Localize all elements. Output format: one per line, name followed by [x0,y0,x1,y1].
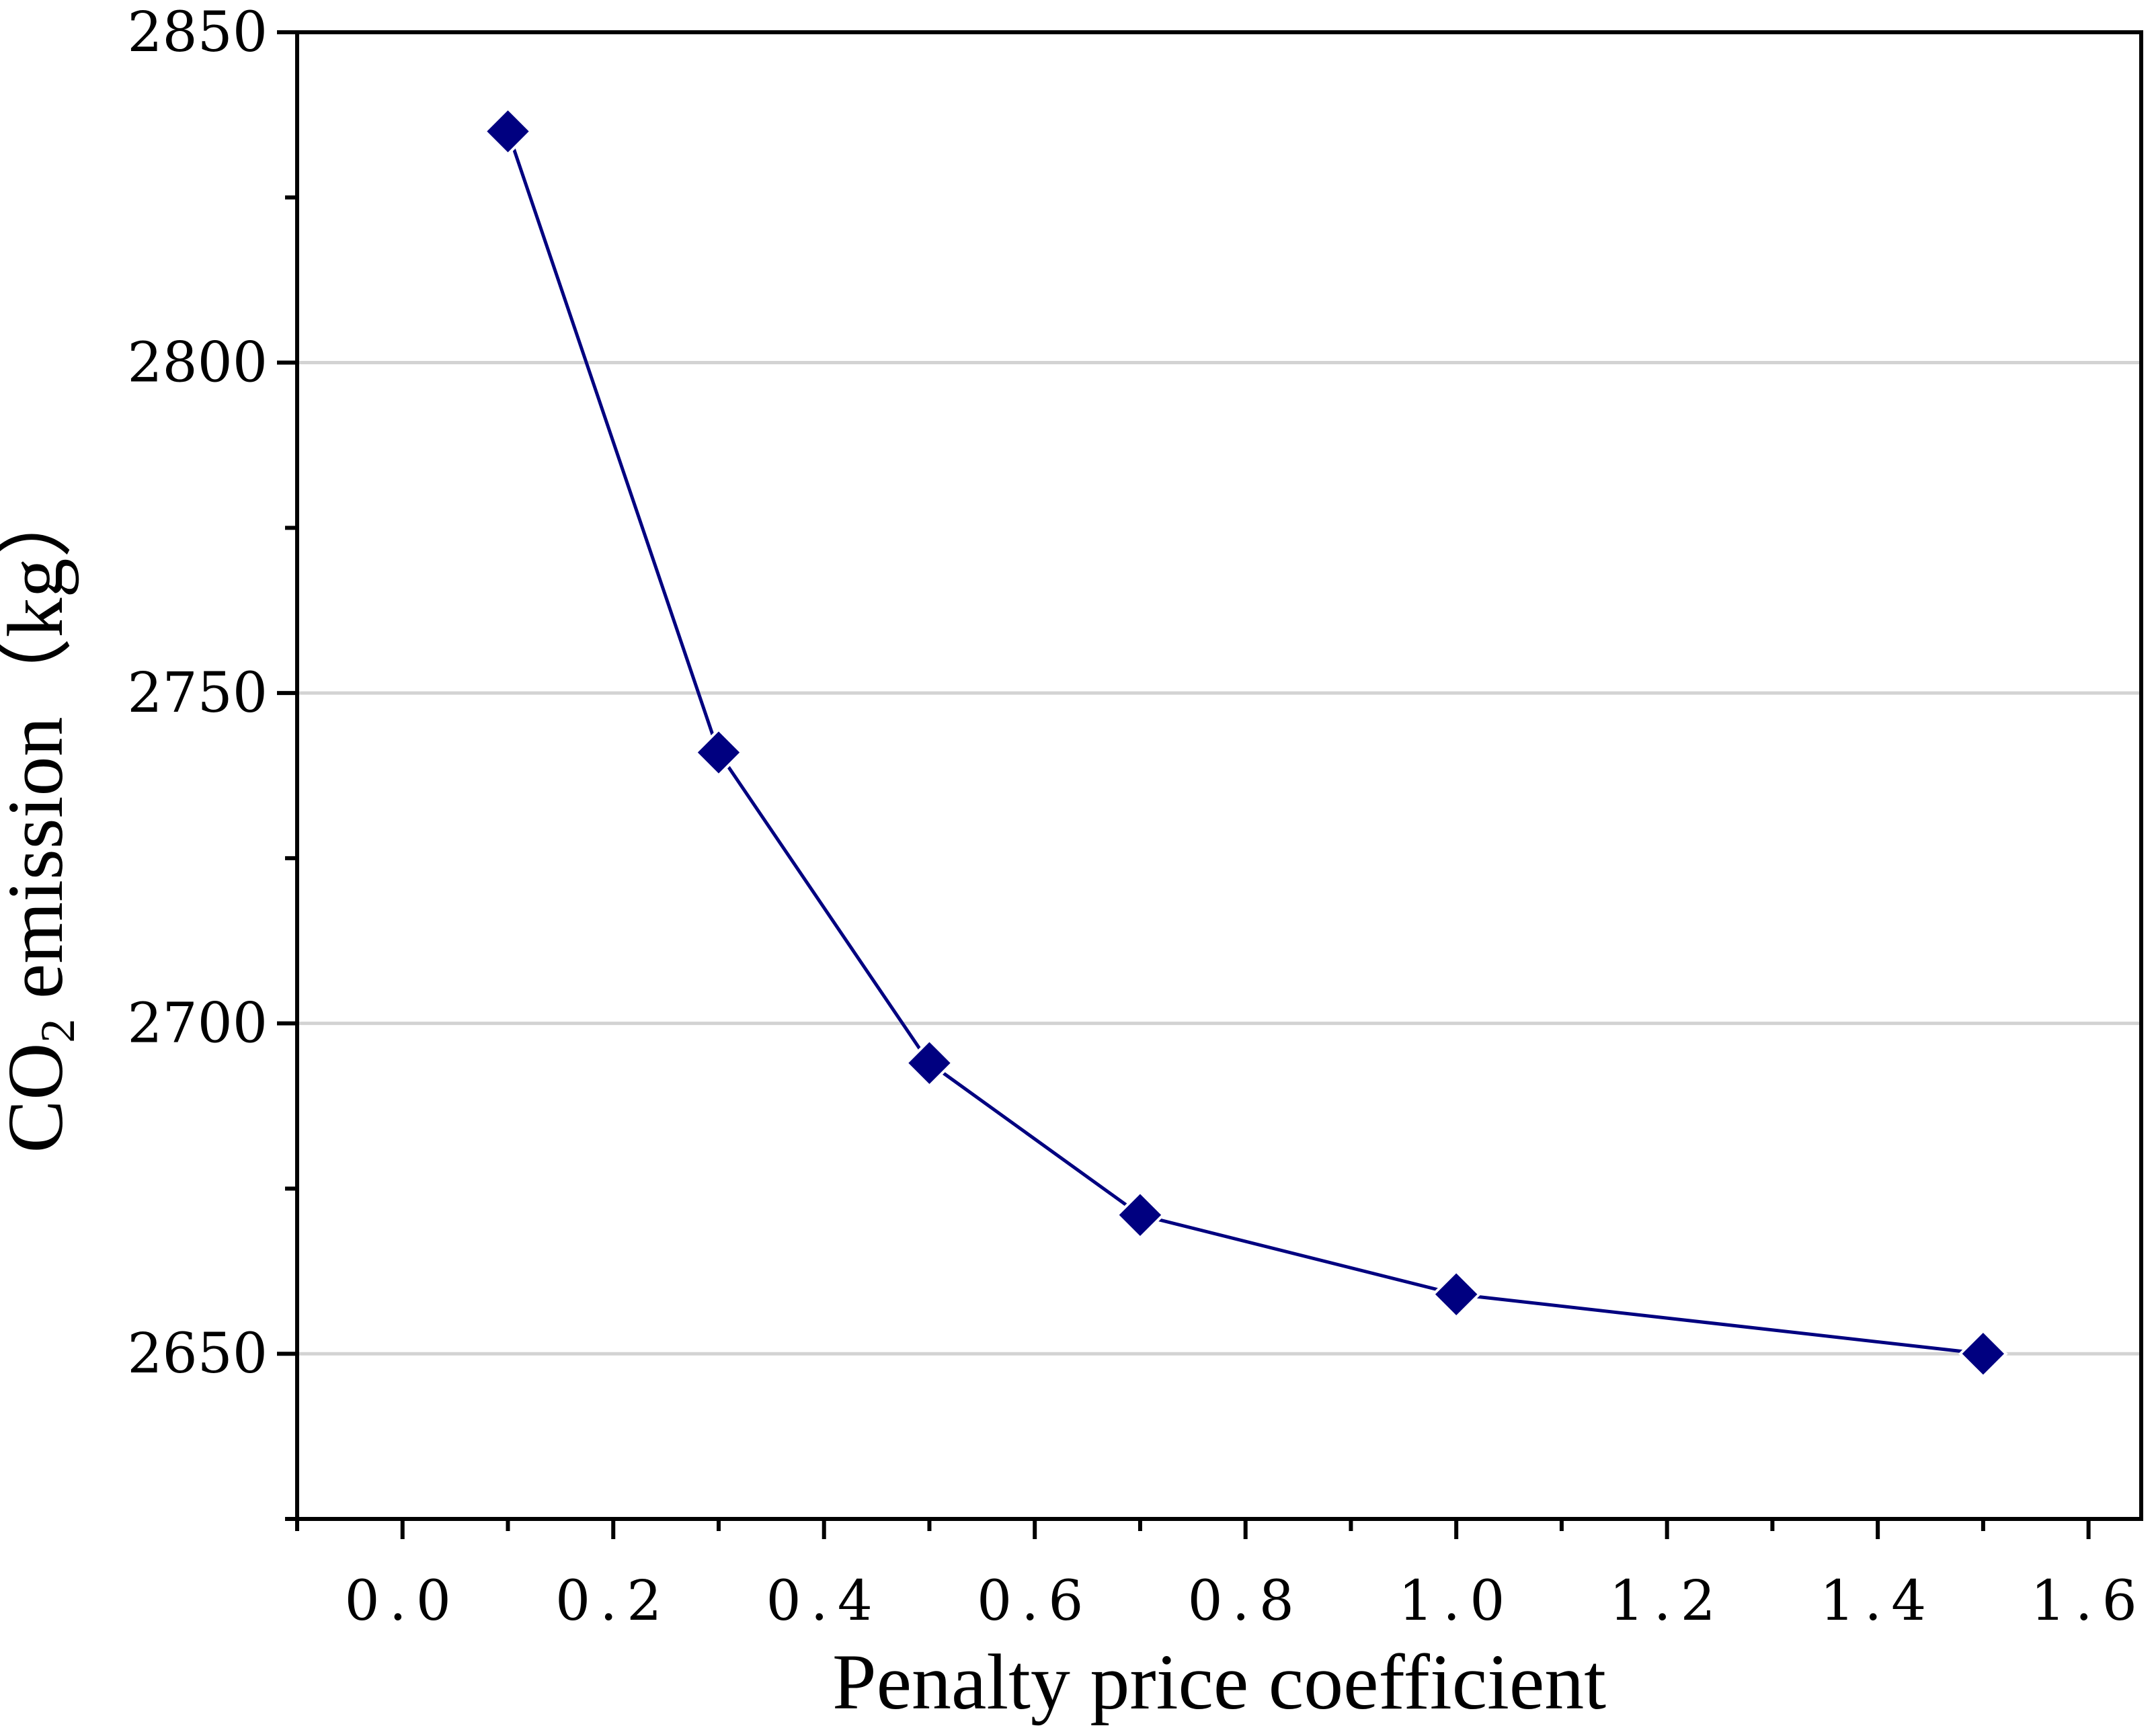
y-axis-title-suffix: emission（kg） [0,479,79,1019]
data-point-marker [483,106,533,157]
y-tick-label: 2750 [127,661,268,725]
tick-labels: 2650 2700 2750 2800 2850 0.0 0.2 0.4 0.6 0.8 1.0 1.… [127,1,2146,1633]
x-tick-label: 1.0 [1398,1569,1514,1633]
y-tick-label: 2650 [127,1322,268,1386]
data-point-marker [1115,1190,1165,1240]
x-tick-label: 0.4 [766,1569,882,1633]
x-tick-label: 0.8 [1187,1569,1303,1633]
y-tick-label: 2700 [127,992,268,1056]
x-tick-label: 1.2 [1609,1569,1724,1633]
axis-ticks [277,30,2091,1539]
x-tick-label: 0.2 [555,1569,671,1633]
series-line-layer [506,130,1984,1356]
data-point-marker [1958,1329,2008,1379]
x-tick-label: 1.6 [2030,1569,2146,1633]
data-point-marker [904,1038,955,1088]
plot-area-frame [295,30,2143,1521]
y-axis-title-subscript: 2 [31,1019,85,1043]
grid-lines [297,361,2141,1356]
data-markers [483,106,2008,1379]
x-axis-title: Penalty price coefficient [832,1638,1606,1726]
data-point-marker [694,727,744,778]
y-axis-title-prefix: CO [0,1043,79,1153]
data-point-marker [1431,1269,1481,1319]
x-tick-label: 0.0 [345,1569,461,1633]
x-tick-label: 0.6 [977,1569,1092,1633]
y-axis-title: CO2 emission（kg） [0,479,85,1153]
x-tick-label: 1.4 [1820,1569,1935,1633]
y-tick-label: 2800 [127,331,268,395]
y-tick-label: 2850 [127,1,268,65]
series-line [506,130,1984,1356]
